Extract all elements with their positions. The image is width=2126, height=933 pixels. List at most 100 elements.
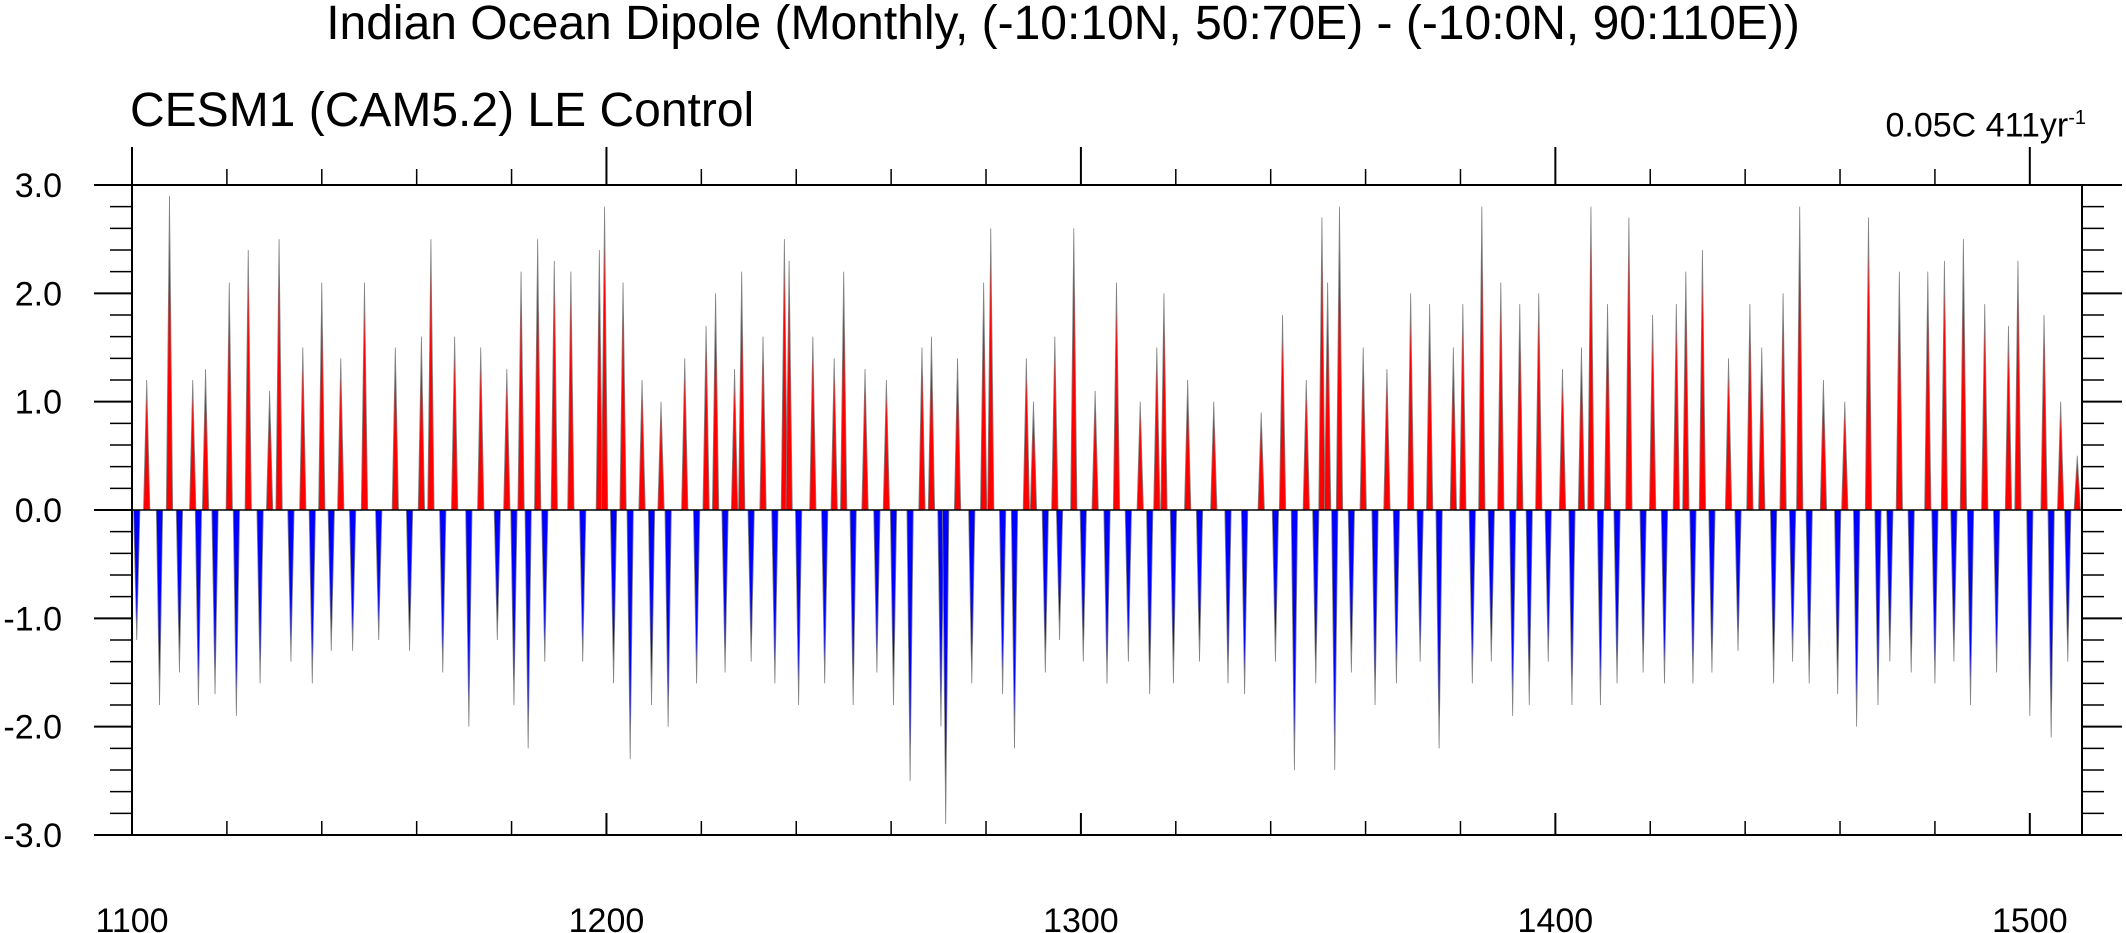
series-layer [132,195,2082,825]
negative-peak [1525,509,1533,706]
negative-peak [1010,509,1019,749]
positive-peak [1924,271,1932,511]
positive-peak [1302,379,1310,511]
x-tick-label: 1500 [1992,902,2068,933]
positive-peak [567,271,575,511]
positive-peak [417,336,426,511]
positive-peak [1029,401,1038,511]
positive-peak [953,358,962,511]
positive-peak [1497,282,1505,511]
negative-peak [439,509,447,673]
negative-peak [1055,509,1064,641]
positive-peak [1318,217,1326,511]
negative-peak [1907,509,1915,673]
positive-peak [1184,379,1192,511]
negative-peak [747,509,755,662]
negative-peak [1886,509,1894,662]
negative-peak [609,509,618,684]
positive-peak [1672,304,1680,511]
negative-peak [1312,509,1320,684]
negative-peak [327,509,335,651]
positive-peak [927,336,936,511]
negative-peak [1124,509,1132,662]
chart-subtitle: CESM1 (CAM5.2) LE Control [130,84,755,137]
negative-peak [194,509,203,706]
positive-peak [980,282,988,511]
positive-peak [1649,314,1657,511]
negative-peak [1834,509,1842,695]
negative-peak [1435,509,1443,749]
positive-peak [1407,293,1415,511]
positive-peak [1112,282,1121,511]
positive-peak [1682,271,1690,511]
positive-peak [1091,390,1099,511]
negative-peak [1613,509,1621,684]
positive-peak [1577,347,1586,511]
negative-peak [1966,509,1975,706]
positive-peak [1359,347,1367,511]
positive-peak [1724,358,1733,511]
positive-peak [165,195,174,511]
negative-peak [1271,509,1280,662]
negative-peak [405,509,414,651]
negative-peak [1079,509,1087,662]
negative-peak [968,509,976,684]
negative-peak [1639,509,1647,673]
positive-peak [299,347,307,511]
axes-layer: 1100 1200 1300 1400 1500 -3.0 -2.0 -1.0 0.0 1.0 2.… [3,147,2122,933]
negative-peak [1992,509,2001,673]
positive-peak [1535,293,1543,511]
negative-peak [647,509,656,706]
positive-peak [189,379,197,511]
positive-peak [1698,249,1707,511]
y-tick-label: -3.0 [3,817,62,855]
positive-peak [337,358,345,511]
negative-peak [375,509,383,641]
positive-peak [657,401,665,511]
negative-peak [465,509,473,727]
negative-peak [308,509,316,684]
negative-peak [692,509,701,684]
positive-peak [1841,401,1849,511]
negative-peak [771,509,779,684]
y-tick-label: 3.0 [15,167,62,205]
negative-peak [1347,509,1355,673]
negative-peak [664,509,672,727]
positive-peak [918,347,926,511]
positive-peak [2073,455,2081,511]
chart-title: Indian Ocean Dipole (Monthly, (-10:10N, … [326,0,1800,50]
positive-peak [730,369,739,511]
y-tick-label: 1.0 [15,384,62,422]
positive-peak [503,369,511,511]
trend-value: 0.05C 411yr [1885,106,2069,145]
negative-peak [1224,509,1232,684]
positive-peak [1558,369,1567,511]
positive-peak [244,249,252,511]
negative-peak [1331,509,1339,771]
positive-peak [451,336,459,511]
positive-peak [861,369,869,511]
positive-peak [702,325,710,511]
negative-peak [1146,509,1154,695]
negative-peak [1950,509,1958,662]
negative-peak [721,509,729,673]
negative-peak [2064,509,2072,662]
positive-peak [2004,325,2013,511]
positive-peak [1335,206,1344,511]
positive-peak [619,282,627,511]
negative-peak [1805,509,1813,684]
negative-peak [1392,509,1401,684]
negative-peak [510,509,518,706]
positive-peak [759,336,767,511]
negative-peak [155,509,164,706]
positive-peak [2057,401,2065,511]
negative-peak [1416,509,1424,662]
positive-peak [785,260,793,511]
positive-peak [1940,260,1949,511]
plot-frame [131,184,2083,836]
negative-peak [821,509,829,684]
negative-peak [349,509,357,651]
negative-peak [1734,509,1742,651]
negative-peak [579,509,587,662]
negative-peak [1708,509,1716,673]
